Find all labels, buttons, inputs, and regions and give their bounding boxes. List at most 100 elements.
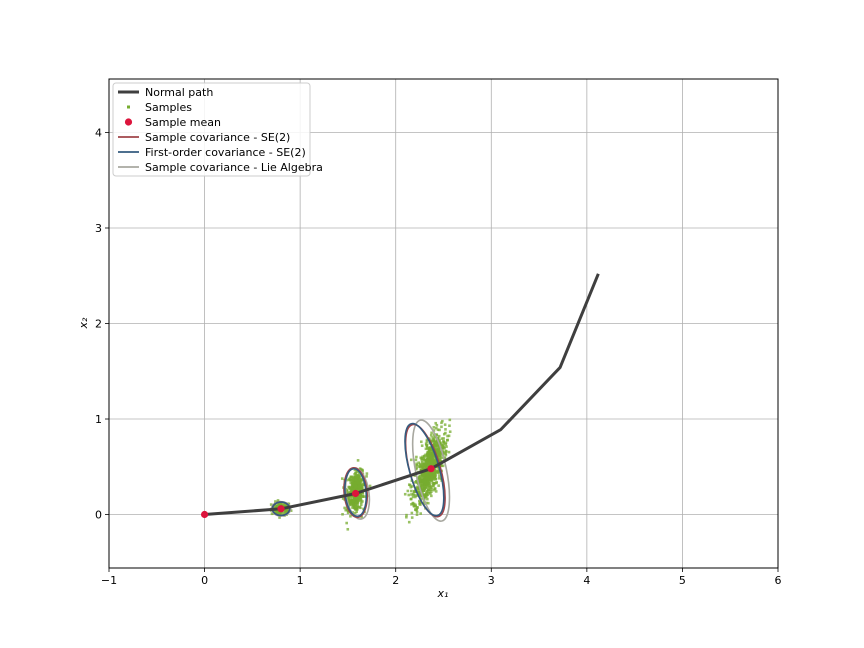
sample-point [410, 516, 414, 519]
sample-point [425, 444, 429, 447]
sample-point [443, 446, 446, 450]
sample-point [412, 493, 416, 497]
sample-point [435, 423, 439, 427]
sample-point [357, 499, 361, 502]
sample-point [443, 456, 447, 459]
sample-mean-marker [277, 505, 285, 513]
legend-label: Sample covariance - SE(2) [145, 131, 290, 144]
sample-point [407, 493, 411, 497]
sample-point [428, 460, 432, 464]
sample-point [424, 486, 428, 490]
sample-point [440, 421, 443, 425]
sample-point [352, 475, 355, 479]
sample-point [349, 514, 352, 518]
sample-point [425, 477, 428, 480]
y-axis-label: x₂ [77, 317, 90, 330]
sample-point [429, 457, 432, 461]
sample-point [414, 495, 417, 499]
sample-point [415, 507, 419, 511]
sample-point [422, 467, 425, 471]
sample-point [444, 453, 448, 457]
sample-point [424, 453, 427, 457]
sample-point [422, 502, 426, 506]
sample-point [278, 511, 282, 515]
sample-point [432, 439, 436, 443]
sample-point [430, 431, 433, 435]
sample-point [358, 494, 362, 497]
sample-point [432, 433, 436, 436]
sample-point [426, 485, 430, 488]
sample-point [356, 477, 359, 480]
x-axis-ticks: −1 0 1 2 3 4 5 6 [101, 568, 782, 587]
sample-point [421, 455, 424, 459]
sample-point [439, 456, 443, 459]
sample-point [423, 462, 426, 466]
sample-point [428, 454, 431, 457]
sample-point [345, 508, 349, 512]
sample-point [438, 428, 441, 432]
sample-point [353, 472, 356, 476]
sample-point [431, 436, 434, 439]
sample-point [428, 481, 431, 485]
sample-point [422, 489, 425, 493]
sample-point [427, 491, 431, 495]
sample-point [412, 504, 416, 508]
sample-point [444, 443, 448, 446]
sample-point [426, 463, 430, 467]
sample-point [359, 496, 362, 500]
sample-point [361, 495, 364, 498]
sample-point [355, 480, 359, 484]
sample-point [430, 456, 433, 459]
sample-point [437, 484, 440, 487]
sample-point [432, 475, 436, 478]
sample-point [425, 490, 429, 493]
sample-point [418, 501, 422, 505]
sample-point [425, 440, 429, 443]
legend-item: First-order covariance - SE(2) [118, 146, 306, 159]
sample-point [354, 475, 358, 479]
sample-point [349, 481, 353, 485]
sample-point [354, 481, 357, 485]
sample-point [354, 495, 358, 499]
sample-point [433, 460, 436, 464]
sample-point [438, 474, 441, 478]
legend-label: First-order covariance - SE(2) [145, 146, 306, 159]
sample-point [421, 472, 425, 476]
sample-point [362, 483, 365, 486]
sample-point [427, 449, 431, 452]
sample-point [354, 484, 358, 488]
sample-point [418, 493, 421, 497]
sample-point [410, 493, 413, 496]
sample-point [420, 456, 424, 460]
sample-point [441, 419, 444, 423]
sample-point [423, 464, 427, 467]
legend-swatch-dot [127, 105, 130, 109]
sample-point [426, 482, 430, 485]
sample-mean-marker [351, 489, 360, 498]
sample-point [409, 485, 413, 489]
sample-point [417, 487, 421, 490]
sample-point [435, 481, 438, 484]
sample-point [349, 496, 353, 500]
sample-point [424, 459, 428, 463]
sample-point [345, 521, 348, 525]
sample-point [446, 434, 449, 438]
sample-point [409, 497, 413, 501]
legend-label: Sample mean [145, 116, 221, 129]
y-tick-label: 0 [95, 509, 102, 522]
sample-point [440, 443, 443, 446]
sample-point [359, 498, 363, 501]
sample-point [415, 513, 419, 516]
sample-point [352, 503, 356, 507]
sample-point [421, 475, 425, 478]
sample-point [429, 434, 433, 437]
sample-point [435, 453, 439, 457]
legend: Normal path Samples Sample mean Sample cova… [112, 82, 323, 177]
sample-point [345, 488, 349, 492]
legend-label: Normal path [145, 86, 213, 99]
sample-point [415, 462, 418, 466]
sample-point [283, 504, 286, 508]
sample-point [437, 469, 441, 472]
x-tick-label: 2 [392, 574, 399, 587]
sample-point [348, 486, 352, 490]
